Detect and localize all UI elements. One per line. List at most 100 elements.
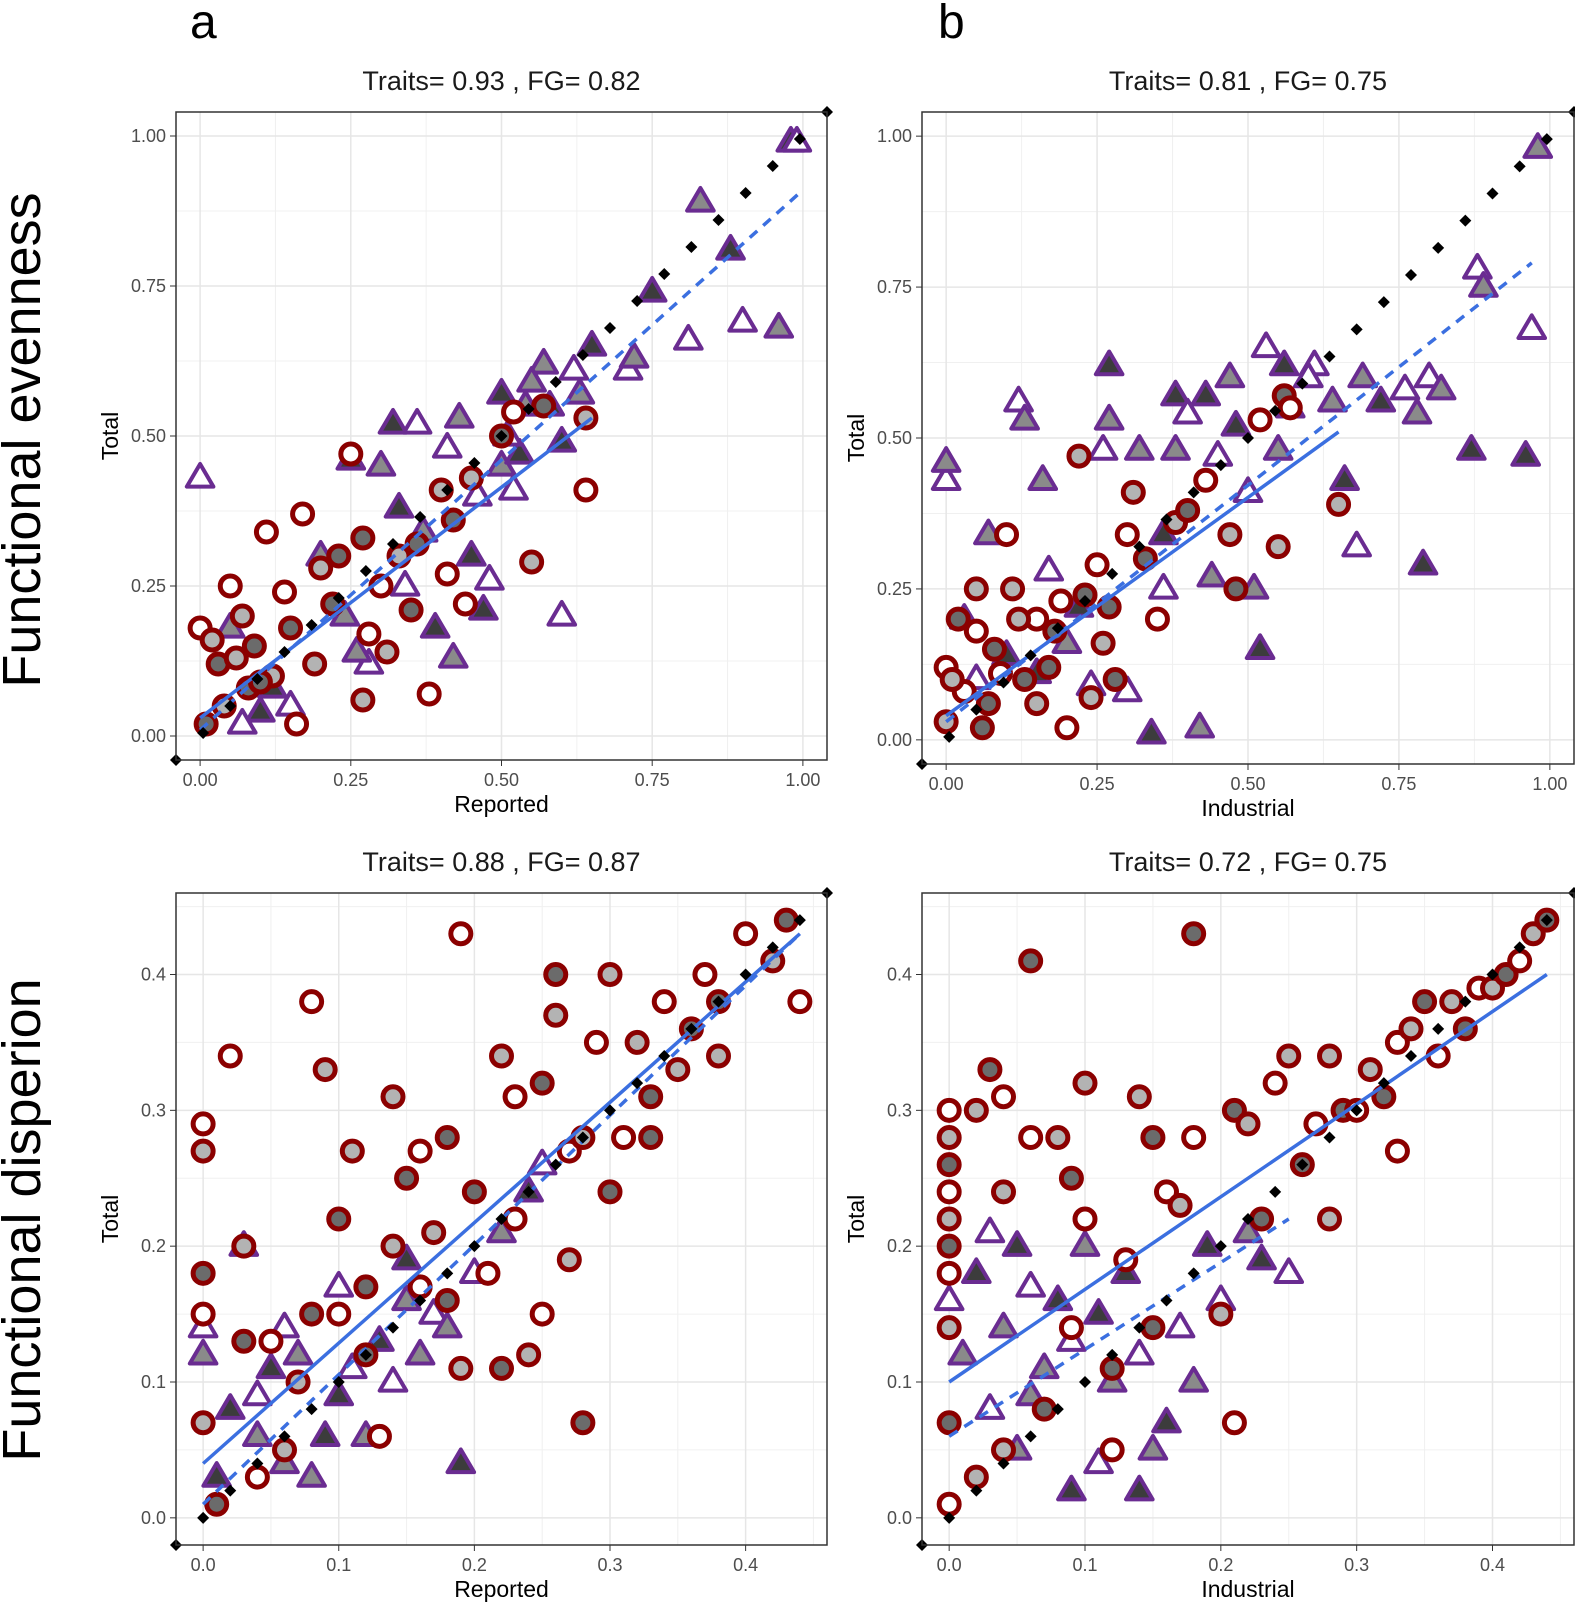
identity-line-diamond [658, 1050, 671, 1062]
traits-circle-point [1072, 1206, 1098, 1232]
identity-line-diamond [1214, 1240, 1227, 1253]
traits-circle-point [299, 1301, 325, 1327]
fg-triangle-point [1341, 530, 1372, 558]
identity-line-diamond [1296, 1158, 1309, 1171]
identity-line-diamond [278, 1430, 291, 1443]
identity-line-diamond [359, 1348, 372, 1361]
identity-line-diamond [793, 914, 806, 927]
x-tick-label: 0.0 [191, 1555, 216, 1575]
fg-triangle-point [961, 1257, 992, 1285]
identity-line-diamond [1540, 914, 1553, 927]
identity-line-diamond [1160, 1294, 1173, 1307]
traits-circle-point [936, 1491, 962, 1517]
traits-circle-point [434, 561, 460, 587]
fg-triangle-point [528, 348, 559, 375]
identity-line-diamond [1106, 1348, 1119, 1361]
identity-line-diamond [997, 676, 1010, 689]
traits-circle-point [1144, 606, 1170, 632]
fg-triangle-point [636, 276, 668, 303]
traits-circle-point [407, 1274, 433, 1300]
identity-line-diamond [278, 646, 291, 658]
x-tick-label: 0.00 [183, 770, 218, 790]
fg-triangle-point [1009, 403, 1040, 431]
fg-triangle-point [187, 1338, 219, 1366]
traits-circle-point [204, 1491, 230, 1517]
identity-line-diamond [224, 1484, 237, 1497]
traits-circle-point [573, 405, 599, 431]
y-tick-label: 0.4 [141, 965, 166, 985]
panel-letter-b: b [938, 0, 965, 49]
fg-triangle-point [486, 1216, 517, 1244]
traits-circle-point [421, 1220, 447, 1246]
traits-circle-point [665, 1057, 691, 1083]
panel-b-top: 0.00 0.25 0.50 0.75 1.00 0.00 0.25 0.50 0.75 1.00… [843, 66, 1575, 821]
traits-circle-point [461, 1179, 487, 1205]
identity-line-diamond [685, 241, 698, 253]
identity-line-diamond [1024, 649, 1037, 662]
identity-line-diamond [522, 403, 535, 415]
identity-line-diamond [1214, 459, 1227, 472]
fg-triangle-point [364, 1325, 395, 1352]
traits-circle-point [1036, 654, 1062, 680]
identity-line-diamond [631, 295, 644, 307]
traits-circle-point [1000, 576, 1026, 602]
y-tick-label: 1.00 [131, 126, 166, 146]
x-axis-label: Industrial [1201, 1576, 1294, 1602]
identity-line-diamond [970, 1484, 983, 1497]
traits-circle-point [440, 507, 466, 533]
fg-triangle-point [1347, 361, 1379, 389]
y-tick-label: 0.3 [887, 1100, 912, 1120]
traits-circle-point [258, 1328, 284, 1354]
traits-circle-point [1398, 1016, 1424, 1042]
fg-triangle-point [389, 570, 421, 597]
traits-fit-line-solid [201, 932, 802, 1465]
identity-line-diamond [359, 565, 372, 577]
traits-circle-point [638, 1084, 664, 1110]
identity-line-diamond [739, 187, 752, 199]
identity-line-diamond [1323, 1131, 1336, 1144]
x-axis-label: Industrial [1201, 795, 1294, 821]
fg-triangle-point [323, 1270, 355, 1298]
fg-triangle-point [1407, 548, 1439, 576]
fg-triangle-point [1093, 349, 1125, 377]
fg-triangle-point [431, 1311, 463, 1339]
traits-circle-point [1167, 1192, 1193, 1218]
traits-circle-point [1096, 594, 1122, 620]
traits-circle-point [1120, 479, 1146, 505]
identity-line-diamond [1350, 323, 1363, 336]
traits-circle-point [1193, 467, 1219, 493]
identity-line-diamond [576, 349, 589, 361]
traits-circle-point [1078, 685, 1104, 711]
fg-triangle-point [391, 1243, 422, 1271]
fg-triangle-point [1273, 1257, 1305, 1285]
x-tick-label: 0.2 [1208, 1555, 1233, 1575]
traits-circle-point [936, 1152, 962, 1178]
traits-circle-point [519, 549, 545, 575]
identity-line-diamond [1242, 432, 1254, 444]
fg-fit-line-dashed [201, 932, 802, 1506]
fg-triangle-point [419, 612, 451, 639]
fg-triangle-point [444, 402, 475, 429]
fg-triangle-point [933, 1284, 965, 1312]
traits-circle-point [217, 1043, 243, 1069]
traits-circle-point [502, 1084, 528, 1110]
traits-circle-point [244, 1464, 270, 1490]
y-axis-label: Total [843, 414, 869, 463]
identity-line-diamond [414, 1294, 427, 1307]
traits-circle-point [597, 1179, 623, 1205]
fg-triangle-point [341, 636, 373, 663]
fg-triangle-point [1015, 1379, 1046, 1407]
traits-circle-point [284, 711, 310, 737]
identity-line-diamond [1486, 187, 1499, 200]
fg-triangle-point [1172, 397, 1203, 425]
fg-triangle-point [1083, 1298, 1114, 1325]
fg-triangle-point [1510, 440, 1542, 467]
traits-circle-point [773, 907, 799, 933]
identity-line-diamond [468, 1240, 481, 1253]
traits-circle-point [936, 1233, 962, 1259]
identity-line-diamond [495, 1213, 508, 1225]
traits-circle-point [1058, 1165, 1084, 1191]
identity-line-diamond [468, 457, 481, 469]
traits-circle-point [272, 579, 297, 605]
fg-triangle-point [988, 1311, 1019, 1339]
